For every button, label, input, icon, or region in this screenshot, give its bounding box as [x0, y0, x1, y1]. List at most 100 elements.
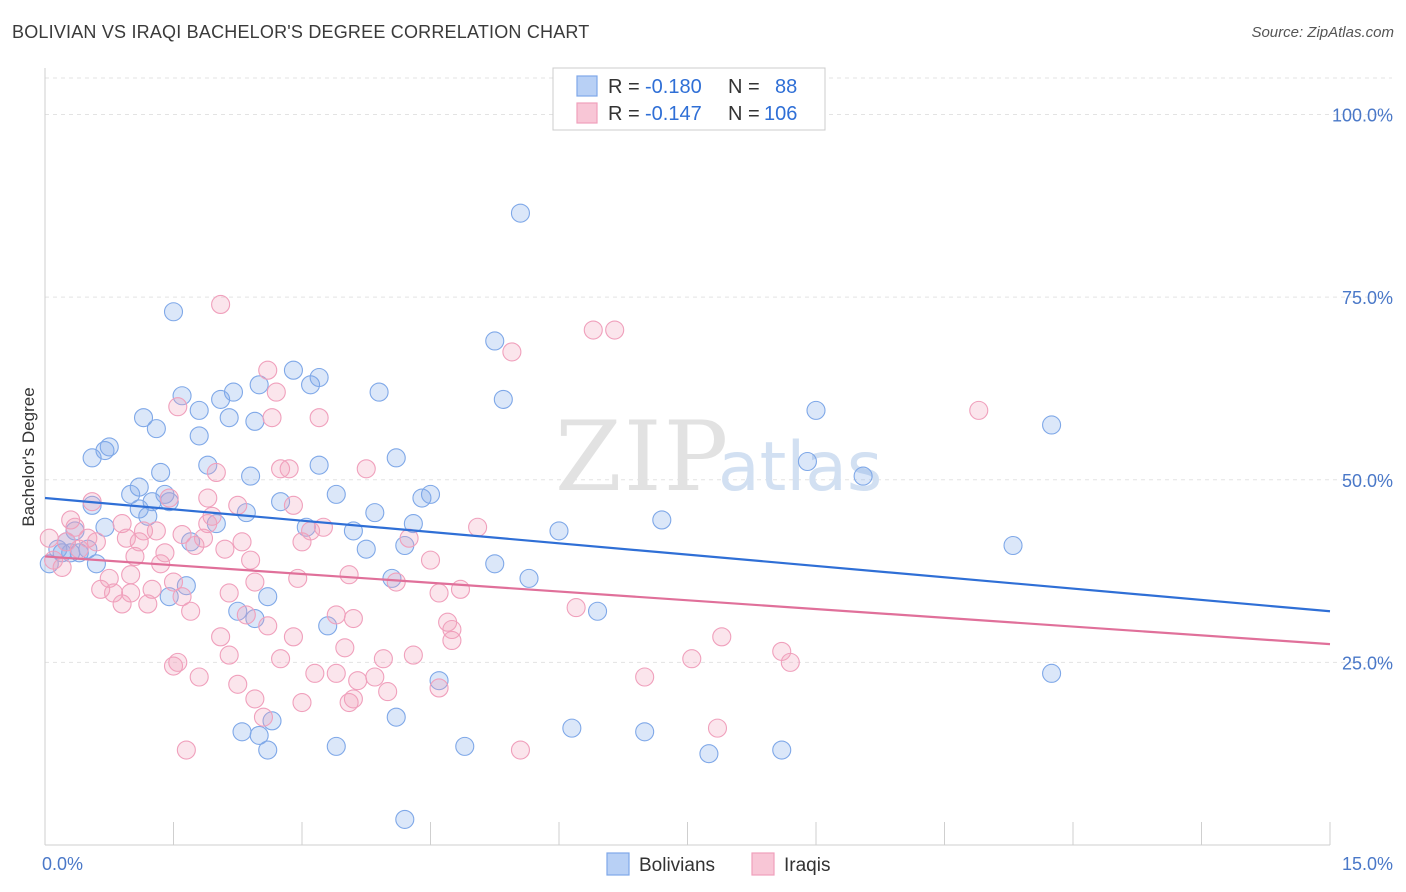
point-bolivians-42: [271, 492, 291, 512]
point-iraqis-40: [232, 532, 252, 552]
point-bolivians-20: [133, 408, 154, 428]
point-bolivians-16: [129, 477, 149, 497]
point-bolivians-74: [232, 722, 252, 742]
point-iraqis-33: [202, 506, 222, 526]
point-iraqis-103: [142, 579, 162, 599]
point-iraqis-77: [712, 627, 732, 647]
point-bolivians-81: [562, 718, 582, 738]
point-bolivians-58: [420, 484, 441, 504]
point-iraqis-75: [635, 667, 655, 687]
point-iraqis-16: [125, 546, 145, 567]
point-iraqis-92: [292, 693, 312, 713]
point-bolivians-26: [176, 576, 196, 596]
point-iraqis-100: [429, 678, 449, 698]
point-iraqis-56: [335, 638, 355, 658]
point-iraqis-0: [39, 528, 59, 548]
point-iraqis-46: [266, 382, 286, 402]
point-iraqis-89: [253, 707, 274, 727]
point-iraqis-20: [138, 594, 158, 614]
point-bolivians-12: [99, 437, 119, 457]
series-legend-swatch-bolivians: [606, 852, 630, 876]
point-iraqis-101: [168, 652, 188, 672]
watermark: ZIP atlas: [555, 401, 882, 513]
series-legend-label-bolivians: Bolivians: [639, 855, 715, 876]
point-iraqis-31: [193, 528, 214, 548]
point-iraqis-25: [168, 397, 188, 417]
legend-n-label-1: N =: [728, 76, 760, 98]
data-points: [39, 203, 1062, 829]
legend-r-label-1: R =: [608, 76, 640, 98]
point-bolivians-60: [485, 331, 505, 351]
point-iraqis-42: [245, 572, 265, 592]
point-bolivians-86: [249, 725, 269, 745]
point-iraqis-97: [343, 689, 363, 709]
point-iraqis-91: [283, 627, 303, 647]
point-bolivians-33: [223, 382, 244, 402]
point-bolivians-76: [258, 740, 278, 760]
point-iraqis-59: [356, 459, 376, 479]
legend-n-value-1: 88: [775, 76, 797, 98]
point-iraqis-60: [365, 667, 385, 687]
grid-lines: [45, 77, 1392, 663]
point-iraqis-49: [283, 495, 303, 515]
legend-box: R = -0.180 N = 88 R = -0.147 N = 106: [552, 67, 826, 131]
point-iraqis-21: [146, 521, 166, 541]
point-bolivians-46: [309, 455, 329, 475]
y-tick-label-2: 75.0%: [1342, 288, 1393, 308]
point-iraqis-58: [343, 609, 363, 629]
x-tick-label-0: 0.0%: [42, 854, 83, 874]
point-iraqis-78: [707, 718, 728, 738]
tick-labels: 25.0% 50.0% 75.0% 100.0% 0.0% 15.0%: [42, 106, 1393, 874]
point-bolivians-65: [549, 521, 569, 541]
point-bolivians-55: [403, 514, 423, 534]
point-bolivians-69: [806, 400, 826, 420]
point-iraqis-64: [420, 550, 441, 570]
point-iraqis-105: [442, 630, 462, 651]
point-iraqis-45: [262, 408, 282, 428]
point-iraqis-87: [228, 674, 248, 694]
trend-line-bolivians: [44, 496, 1331, 613]
point-iraqis-72: [566, 598, 586, 618]
point-iraqis-94: [326, 663, 346, 683]
legend-swatch-bolivians: [576, 75, 598, 97]
chart-title: BOLIVIAN VS IRAQI BACHELOR'S DEGREE CORR…: [12, 22, 590, 42]
point-iraqis-41: [241, 550, 261, 570]
point-bolivians-41: [258, 587, 278, 607]
point-iraqis-96: [348, 671, 368, 691]
point-bolivians-70: [853, 466, 873, 486]
point-iraqis-24: [159, 488, 179, 508]
y-tick-label-3: 100.0%: [1332, 106, 1393, 126]
point-iraqis-76: [682, 649, 702, 669]
point-iraqis-26: [172, 524, 192, 545]
point-bolivians-84: [772, 740, 792, 760]
point-bolivians-35: [245, 411, 265, 431]
legend-n-label-2: N =: [728, 103, 760, 125]
point-bolivians-22: [172, 386, 192, 406]
point-iraqis-86: [219, 645, 239, 665]
point-iraqis-63: [399, 528, 419, 548]
point-iraqis-104: [258, 616, 278, 636]
point-iraqis-83: [176, 740, 196, 760]
point-bolivians-61: [493, 389, 513, 409]
point-iraqis-80: [780, 652, 800, 672]
point-bolivians-51: [356, 539, 376, 559]
point-iraqis-38: [219, 583, 239, 603]
point-iraqis-48: [279, 459, 299, 479]
point-bolivians-85: [395, 809, 415, 829]
point-bolivians-78: [386, 707, 406, 727]
legend-n-value-2: 106: [764, 103, 797, 125]
point-bolivians-47: [326, 484, 346, 504]
point-bolivians-68: [797, 451, 817, 472]
y-tick-label-0: 25.0%: [1342, 653, 1393, 673]
axes: [44, 68, 1331, 846]
y-axis-label: Bachelor's Degree: [19, 387, 38, 526]
point-bolivians-71: [1003, 535, 1023, 556]
point-bolivians-72: [1042, 415, 1062, 435]
point-iraqis-85: [211, 627, 231, 647]
point-iraqis-14: [116, 528, 136, 548]
point-iraqis-93: [305, 663, 325, 683]
point-bolivians-19: [146, 419, 166, 439]
point-bolivians-63: [510, 203, 531, 223]
point-iraqis-88: [245, 689, 265, 709]
point-iraqis-23: [155, 543, 175, 563]
